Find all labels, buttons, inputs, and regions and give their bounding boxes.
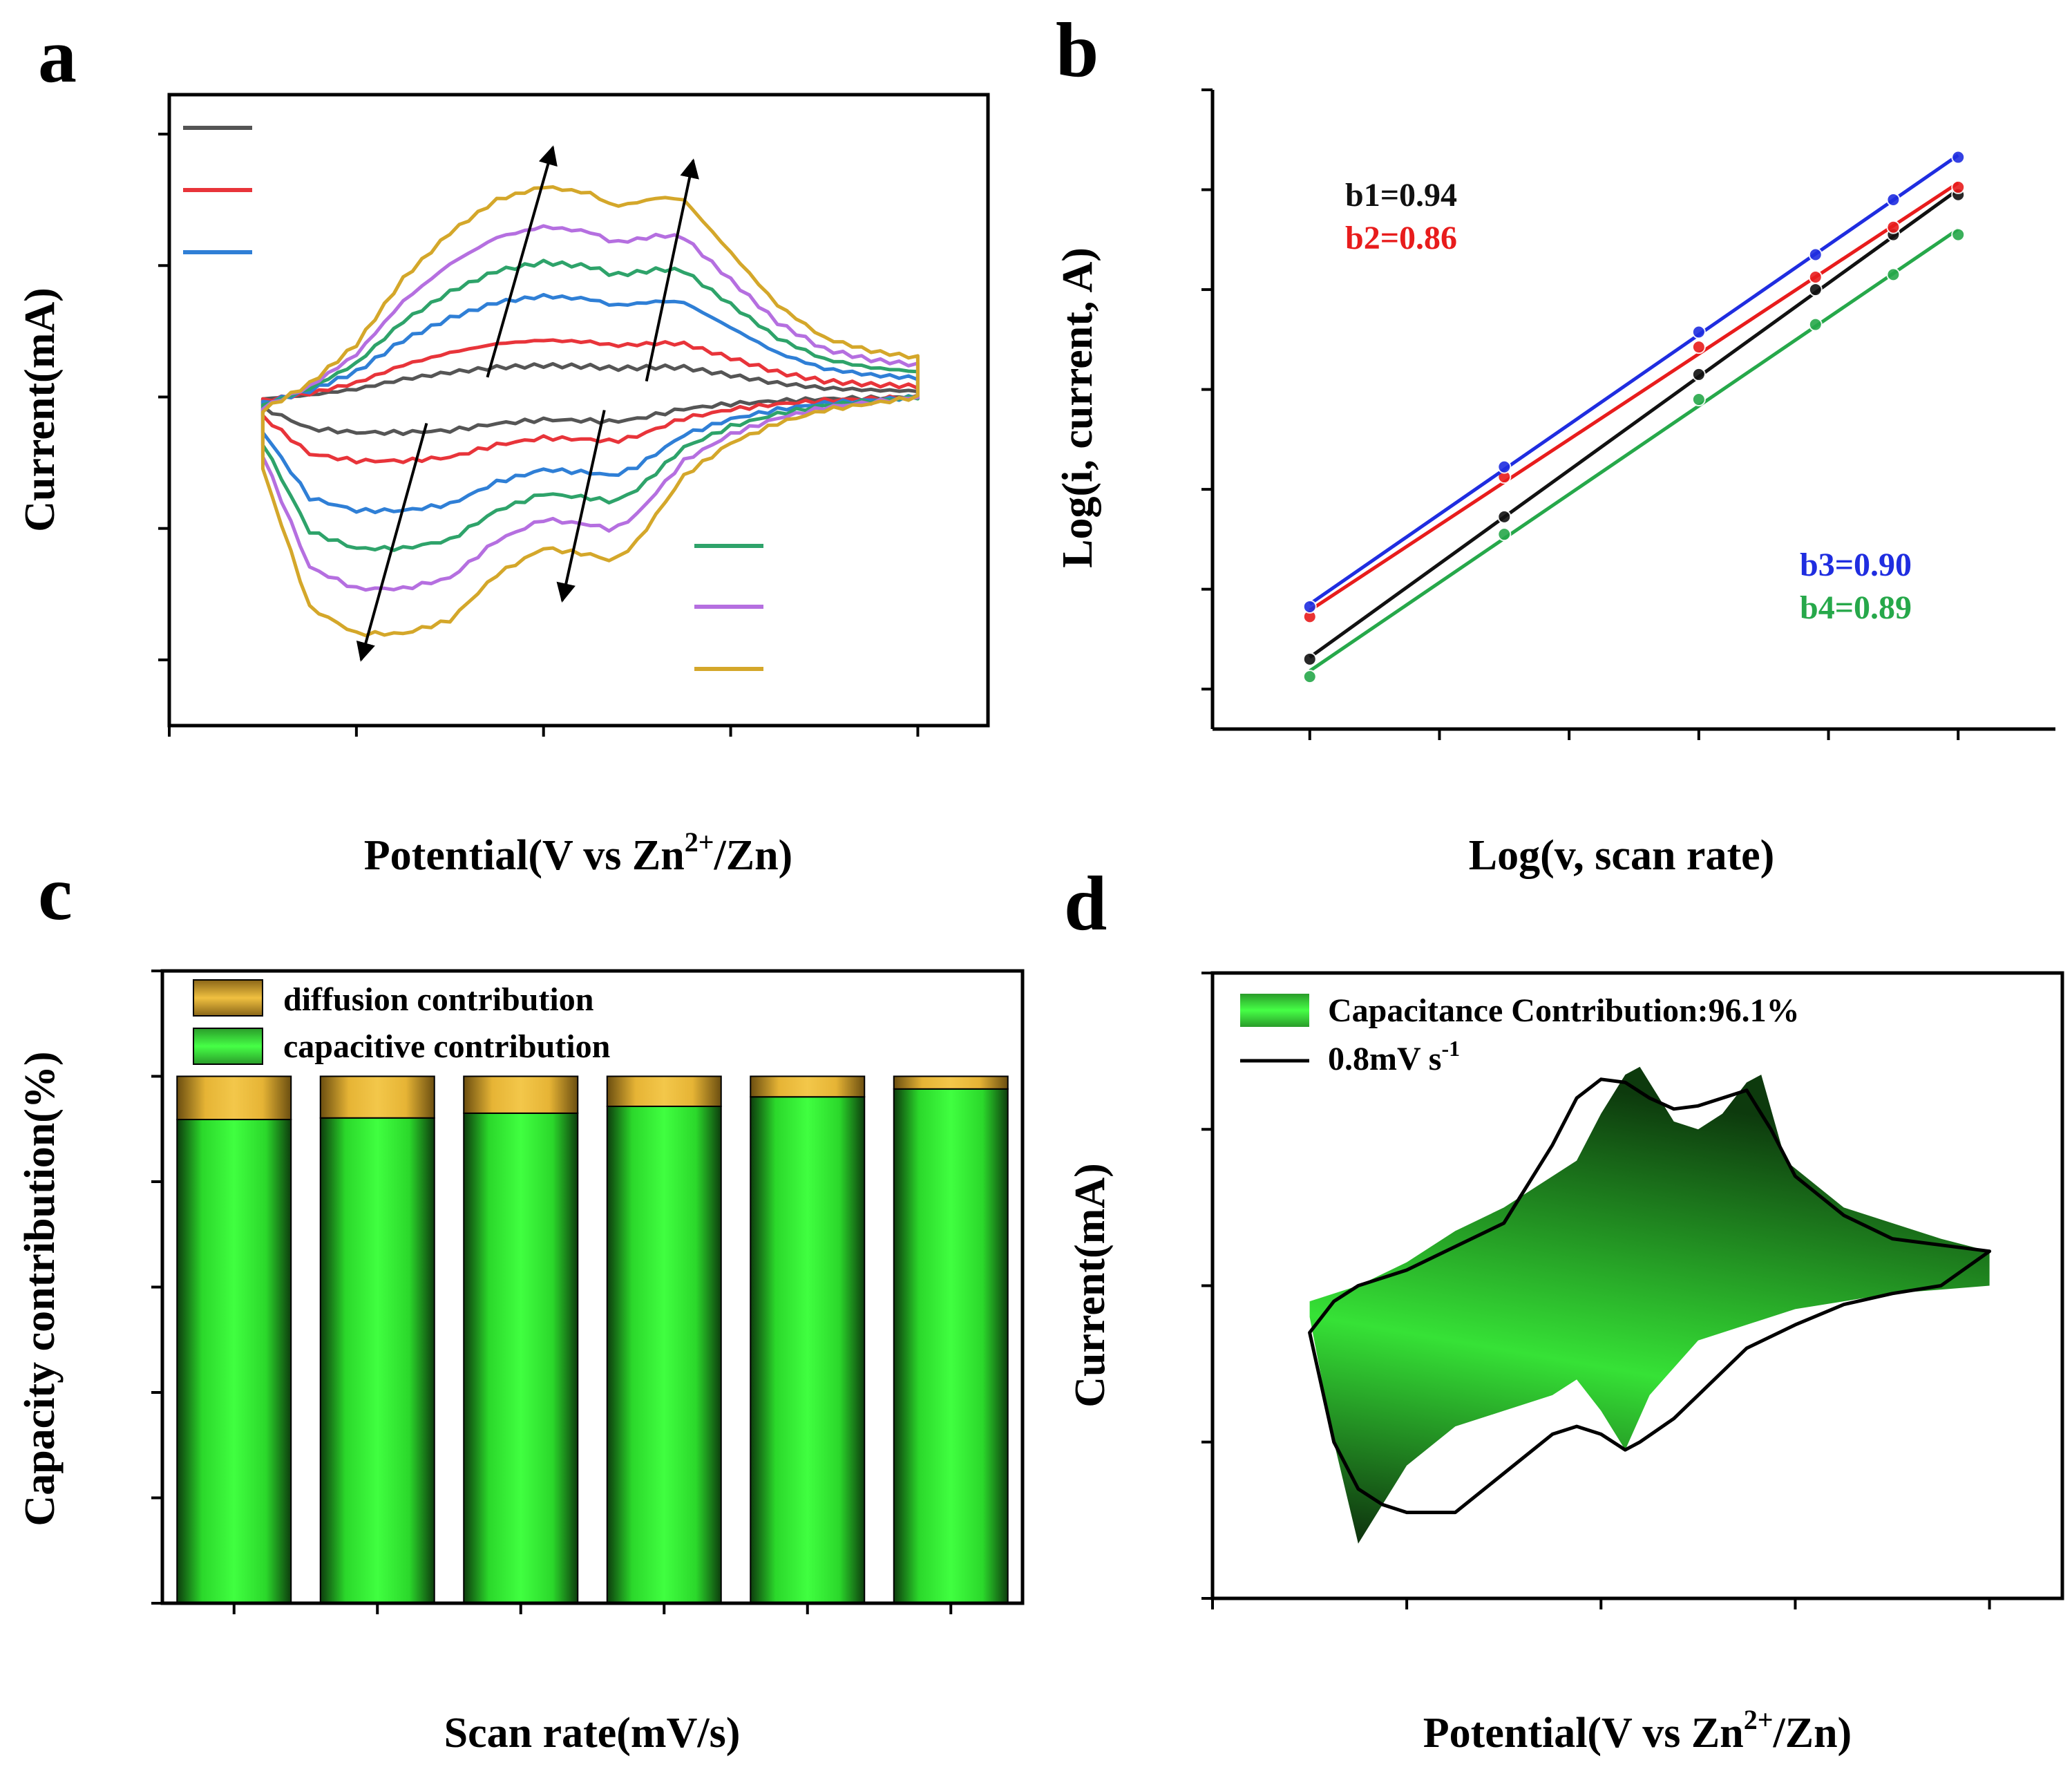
data-point xyxy=(1302,599,1317,614)
bar-capacitive xyxy=(463,1112,579,1604)
data-point xyxy=(1951,180,1966,194)
cv-curve-series xyxy=(260,185,920,638)
slope-b2-label: b2=0.86 xyxy=(1345,220,1457,256)
panel-a-frame xyxy=(167,93,990,728)
data-point xyxy=(1951,150,1966,164)
slope-b1-label: b1=0.94 xyxy=(1345,177,1457,214)
legend-label-capacitance: Capacitance Contribution:96.1% xyxy=(1328,992,1800,1029)
panel-a-legend xyxy=(183,126,763,671)
legend-label-capacitive: capacitive contribution xyxy=(283,1028,610,1065)
panel-d-plot xyxy=(1308,1066,1992,1544)
panel-d-xlabel: Potential(V vs Zn2+/Zn) xyxy=(1423,1704,1852,1757)
panel-d-ylabel: Current(mA) xyxy=(1067,1163,1114,1408)
panel-a-annotations xyxy=(356,145,699,662)
cv-curve-series xyxy=(260,224,920,592)
peak-arrow xyxy=(356,422,428,662)
data-point xyxy=(1691,325,1706,339)
data-point xyxy=(1691,367,1706,381)
panel-b-xlabel: Log(v, scan rate) xyxy=(1469,832,1775,879)
bar-capacitive xyxy=(893,1088,1009,1605)
cv-curve-series xyxy=(260,258,920,552)
legend-label-diffusion: diffusion contribution xyxy=(283,981,593,1018)
panel-b-series-group xyxy=(1302,150,1966,684)
slope-b3-label: b3=0.90 xyxy=(1800,547,1912,583)
legend-label-08: 0.8mV s-1 xyxy=(1328,1036,1460,1077)
panel-a-xlabel: Potential(V vs Zn2+/Zn) xyxy=(364,826,792,879)
bar-diffusion xyxy=(176,1075,292,1121)
panel-c-label: c xyxy=(38,851,73,936)
panel-d-xticks xyxy=(1211,1598,1991,1609)
panel-c-xlabel: Scan rate(mV/s) xyxy=(444,1710,741,1757)
panel-b-xticks xyxy=(1308,729,1960,740)
panel-a-yticks xyxy=(158,133,169,661)
peak-arrow xyxy=(486,145,558,378)
data-point xyxy=(1808,247,1823,262)
bar-capacitive xyxy=(606,1105,722,1604)
data-point xyxy=(1302,670,1317,684)
peak-arrow xyxy=(645,158,699,382)
bar-capacitive xyxy=(319,1117,435,1605)
data-point xyxy=(1691,393,1706,407)
data-point xyxy=(1808,270,1823,284)
data-point xyxy=(1808,317,1823,332)
panel-b: b b1=0.94 b2=0.86 b3=0.90 b4=0.89 Log(v,… xyxy=(1054,8,2055,879)
cv-curve-08 xyxy=(1308,1077,1992,1515)
panel-d: d Capacitance Contribution:96.1% 0.8mV s… xyxy=(1064,861,2064,1757)
panel-a-ylabel: Current(mA) xyxy=(17,287,64,532)
panel-b-ylabel: Log(i, current, A) xyxy=(1054,247,1101,568)
fit-line xyxy=(1309,188,1959,659)
data-point xyxy=(1497,460,1512,474)
panel-c-yticks xyxy=(151,970,162,1605)
fit-line xyxy=(1309,153,1959,606)
data-point xyxy=(1691,340,1706,355)
bar-diffusion xyxy=(463,1075,579,1114)
legend-swatch-diffusion xyxy=(193,979,263,1017)
legend-swatch-capacitance xyxy=(1240,994,1309,1027)
bar-capacitive xyxy=(750,1096,866,1605)
panel-b-yticks xyxy=(1201,88,1213,691)
bar-diffusion xyxy=(319,1075,435,1119)
panel-c: c diffusion contribution capacitive cont… xyxy=(17,851,1025,1757)
panel-d-yticks xyxy=(1201,972,1213,1600)
bar-diffusion xyxy=(750,1075,866,1098)
panel-d-label: d xyxy=(1064,861,1107,947)
data-point xyxy=(1886,267,1901,282)
bar-diffusion xyxy=(893,1075,1009,1090)
panel-a: a Potential(V vs Zn2+/Zn) Current(mA) xyxy=(17,13,990,879)
data-point xyxy=(1302,652,1317,666)
capacitive-area xyxy=(1309,1066,1990,1544)
panel-c-xticks xyxy=(232,1603,953,1614)
data-point xyxy=(1808,283,1823,297)
panel-c-ylabel: Capacity contribution(%) xyxy=(17,1051,64,1526)
data-point xyxy=(1497,509,1512,524)
fit-line xyxy=(1309,181,1959,612)
data-point xyxy=(1886,220,1901,234)
slope-b4-label: b4=0.89 xyxy=(1800,589,1912,626)
data-point xyxy=(1951,227,1966,242)
panel-c-bars xyxy=(176,1075,1009,1605)
fit-line xyxy=(1309,227,1959,672)
panel-a-label: a xyxy=(38,13,77,99)
legend-swatch-capacitive xyxy=(193,1028,263,1065)
panel-b-label: b xyxy=(1056,8,1099,93)
bar-capacitive xyxy=(176,1119,292,1604)
bar-diffusion xyxy=(606,1075,722,1107)
data-point xyxy=(1886,192,1901,207)
peak-arrow xyxy=(556,410,606,603)
panel-a-series-group xyxy=(260,185,920,638)
data-point xyxy=(1497,527,1512,542)
panel-a-xticks xyxy=(168,726,920,737)
